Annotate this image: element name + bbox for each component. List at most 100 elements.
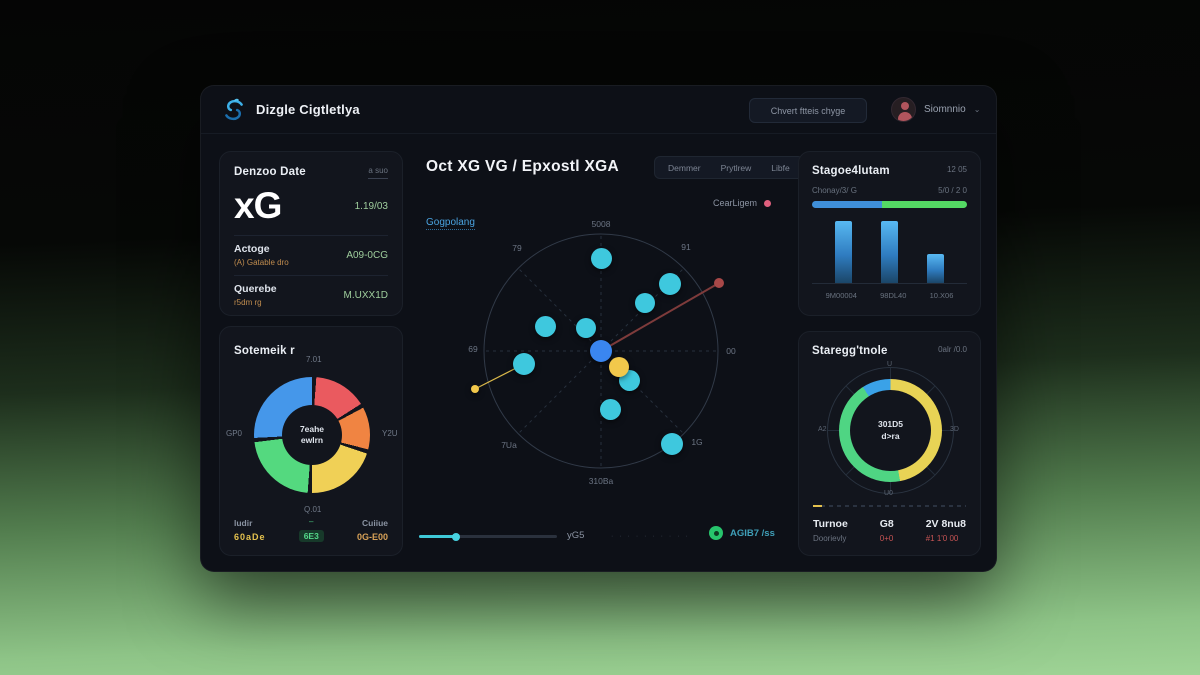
- export-button[interactable]: Chvert ftteis chyge: [749, 98, 867, 123]
- gauge-stat-sub: Doorievly: [813, 534, 847, 543]
- donut-center: 7eahe ewlrn: [282, 405, 342, 465]
- gauge-stats-row: Turnoe Doorievly G8 0+0 2V 8nu8 #1 1'0 0…: [813, 518, 966, 543]
- divider: [234, 275, 388, 276]
- chart-title: Oct XG VG / Epxostl XGA: [426, 158, 619, 175]
- scatter-point[interactable]: [576, 318, 596, 338]
- gauge-stat-sub: #1 1'0 00: [925, 534, 959, 543]
- scatter-point[interactable]: [513, 353, 535, 375]
- legend-dot-icon: [764, 199, 772, 207]
- stats-card: Denzoo Date a suo xG 1.19/03 Actoge (A) …: [219, 151, 403, 316]
- scatter-point[interactable]: [659, 273, 681, 295]
- scatter-point[interactable]: [661, 433, 683, 455]
- donut-card: Sotemeik r 7.01 Y2U Q.01 GP0 7eahe ewlrn…: [219, 326, 403, 556]
- radar-tick-label: 00: [726, 346, 736, 356]
- split-progress-bar: [812, 201, 967, 208]
- dashed-divider-accent: [813, 505, 822, 507]
- scatter-point[interactable]: [599, 398, 621, 420]
- donut-card-title: Sotemeik r: [234, 345, 295, 357]
- bar[interactable]: [834, 221, 852, 283]
- legend-label: ludir: [234, 518, 253, 528]
- status-dot-icon: [709, 526, 723, 540]
- bars-card-note: 12 05: [946, 165, 967, 174]
- slider-fill: [419, 532, 461, 541]
- donut-axis-right: Y2U: [382, 429, 398, 438]
- logo-icon: [225, 98, 243, 120]
- scatter-point[interactable]: [590, 247, 612, 269]
- user-avatar: [891, 97, 916, 122]
- split-green-segment: [881, 201, 967, 208]
- bars-card-title: Stagoe4lutam: [812, 165, 890, 177]
- donut-ring[interactable]: 7eahe ewlrn: [254, 377, 370, 493]
- radar-tick-label: 69: [468, 344, 478, 354]
- bar[interactable]: [880, 221, 898, 283]
- legend-value: 60aDe: [234, 532, 266, 542]
- gauge-card-title: Staregg'tnole: [812, 345, 888, 357]
- stat-value: M.UXX1D: [343, 289, 388, 301]
- tab-3[interactable]: Libfe: [771, 162, 790, 173]
- chevron-down-icon: ⌄: [973, 105, 981, 114]
- user-name: Siomnnio: [924, 104, 966, 115]
- status-toggle[interactable]: AGIB7 /ss: [709, 526, 775, 540]
- stat-sublabel: (A) Gatable dro: [234, 258, 289, 267]
- legend-value: 0G-E00: [356, 532, 388, 542]
- user-menu[interactable]: Siomnnio ⌄: [891, 97, 980, 122]
- gauge-label-bottom: U0: [884, 490, 893, 497]
- big-metric: xG: [234, 185, 282, 226]
- bar-chart: [812, 218, 967, 284]
- gauge-label-right: 3D: [950, 426, 959, 433]
- bar-label: 10.X06: [929, 291, 954, 300]
- bar-label: 98DL40: [880, 291, 907, 300]
- radar-tick-label: 5008: [591, 219, 611, 229]
- legend-badge: 6E3: [298, 530, 324, 542]
- gauge-ring[interactable]: 301D5 d>ra: [839, 379, 942, 482]
- radar-points-layer: 5008 91 00 1G 310Ba 7Ua 69 79: [451, 201, 751, 501]
- gauge-label-left: A2: [818, 426, 827, 433]
- gauge-stat-label: Turnoe: [813, 518, 848, 530]
- tab-1[interactable]: Demmer: [668, 162, 701, 173]
- gauge-label-top: U: [887, 361, 893, 368]
- scatter-point[interactable]: [471, 385, 479, 393]
- radar-tick-label: 310Ba: [588, 476, 614, 486]
- legend-label: –: [309, 517, 314, 526]
- status-label: AGIB7 /ss: [730, 527, 775, 539]
- timeline-slider[interactable]: [419, 532, 557, 541]
- gauge-stat-label: G8: [879, 518, 894, 530]
- radar-tick-label: 91: [681, 242, 691, 252]
- scatter-point[interactable]: [635, 293, 655, 313]
- dashboard-window: Dizgle Cigtletlya Chvert ftteis chyge Si…: [200, 85, 997, 572]
- bars-sub-right: 5/0 / 2 0: [938, 186, 967, 195]
- chart-tabs: Demmer Prytlrew Libfe: [654, 156, 804, 179]
- donut-axis-top: 7.01: [306, 355, 322, 364]
- scatter-point[interactable]: [609, 357, 629, 377]
- split-blue-segment: [812, 201, 882, 208]
- stat-row: Querebe r5dm rg M.UXX1D: [234, 283, 388, 307]
- bars-sub-left: Chonay/3/ G: [812, 186, 857, 195]
- stat-sublabel: r5dm rg: [234, 298, 262, 307]
- gauge-stat-label: 2V 8nu8: [925, 518, 966, 530]
- bar[interactable]: [927, 254, 945, 283]
- gauge-card-note: 0alr /0.0: [938, 345, 967, 354]
- gauge-stat-sub: 0+0: [879, 534, 894, 543]
- stats-card-title: Denzoo Date: [234, 166, 306, 178]
- gauge-center-line1: 301D5: [877, 419, 904, 430]
- radar-tick-label: 7Ua: [501, 440, 517, 450]
- donut-center-line1: 7eahe: [299, 423, 325, 434]
- donut-center-line2: ewlrn: [300, 435, 324, 445]
- stat-label: Querebe: [234, 283, 277, 295]
- donut-legend: ludir 60aDe – 6E3 Cuiiue 0G-E00: [234, 517, 388, 542]
- gauge-center: 301D5 d>ra: [850, 390, 931, 471]
- donut-chart: 7.01 Y2U Q.01 GP0 7eahe ewlrn: [220, 355, 404, 515]
- bar-label: 9M00004: [825, 291, 857, 300]
- scatter-point[interactable]: [590, 340, 612, 362]
- gauge-chart: U 3D U0 A2 301D5 d>ra: [818, 361, 959, 497]
- donut-axis-bottom: Q.01: [304, 505, 322, 514]
- top-bar: Dizgle Cigtletlya Chvert ftteis chyge Si…: [201, 86, 996, 134]
- tab-2[interactable]: Prytlrew: [720, 162, 752, 173]
- stat-label: Actoge: [234, 243, 270, 255]
- chart-link[interactable]: Gogpolang: [426, 217, 475, 230]
- gauge-center-line2: d>ra: [881, 430, 900, 441]
- gauge-card: Staregg'tnole 0alr /0.0 U 3D U0 A2: [798, 331, 981, 556]
- scatter-point[interactable]: [534, 315, 556, 337]
- legend-label: Cuiiue: [362, 518, 388, 528]
